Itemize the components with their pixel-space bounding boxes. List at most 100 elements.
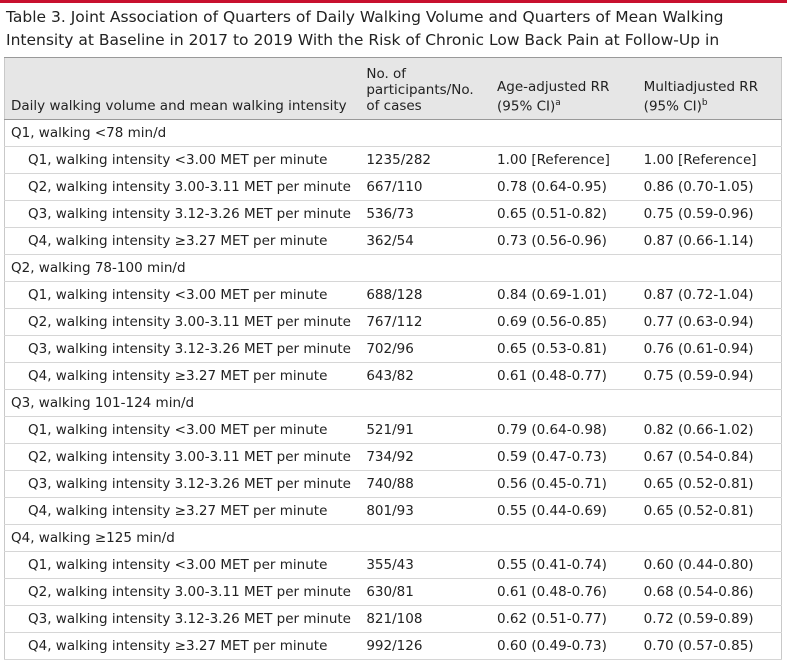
cell: 0.65 (0.52-0.81) bbox=[637, 470, 782, 498]
cell: 702/96 bbox=[360, 335, 492, 363]
cell: 1.00 [Reference] bbox=[637, 146, 782, 174]
results-table: Daily walking volume and mean walking in… bbox=[4, 57, 782, 660]
group-row: Q2, walking 78-100 min/d bbox=[4, 254, 782, 282]
cell: 1235/282 bbox=[360, 146, 492, 174]
row-label: Q2, walking intensity 3.00-3.11 MET per … bbox=[4, 173, 361, 201]
cell: 0.76 (0.61-0.94) bbox=[637, 335, 782, 363]
cell: 688/128 bbox=[360, 281, 492, 309]
column-label-text: Daily walking volume and mean walking in… bbox=[11, 98, 347, 114]
data-row: Q3, walking intensity 3.12-3.26 MET per … bbox=[4, 335, 782, 363]
data-row: Q4, walking intensity ≥3.27 MET per minu… bbox=[4, 497, 782, 525]
cell: 355/43 bbox=[360, 551, 492, 579]
cell: 821/108 bbox=[360, 605, 492, 633]
cell: 0.75 (0.59-0.96) bbox=[637, 200, 782, 228]
data-row: Q1, walking intensity <3.00 MET per minu… bbox=[4, 281, 782, 309]
row-label: Q4, walking intensity ≥3.27 MET per minu… bbox=[4, 227, 361, 255]
cell: 362/54 bbox=[360, 227, 492, 255]
cell: 0.61 (0.48-0.77) bbox=[491, 362, 638, 390]
data-row: Q2, walking intensity 3.00-3.11 MET per … bbox=[4, 308, 782, 336]
cell: 0.87 (0.72-1.04) bbox=[637, 281, 782, 309]
data-row: Q3, walking intensity 3.12-3.26 MET per … bbox=[4, 470, 782, 498]
row-label: Q4, walking intensity ≥3.27 MET per minu… bbox=[4, 632, 361, 660]
row-label: Q1, walking intensity <3.00 MET per minu… bbox=[4, 416, 361, 444]
header-row: Daily walking volume and mean walking in… bbox=[4, 57, 782, 120]
cell: 521/91 bbox=[360, 416, 492, 444]
data-row: Q4, walking intensity ≥3.27 MET per minu… bbox=[4, 632, 782, 660]
cell: 0.70 (0.57-0.85) bbox=[637, 632, 782, 660]
row-label: Q3, walking intensity 3.12-3.26 MET per … bbox=[4, 605, 361, 633]
cell: 0.79 (0.64-0.98) bbox=[491, 416, 638, 444]
cell: 630/81 bbox=[360, 578, 492, 606]
row-label: Q2, walking intensity 3.00-3.11 MET per … bbox=[4, 578, 361, 606]
cell: 0.87 (0.66-1.14) bbox=[637, 227, 782, 255]
cell: 0.75 (0.59-0.94) bbox=[637, 362, 782, 390]
cell: 0.59 (0.47-0.73) bbox=[491, 443, 638, 471]
group-label: Q3, walking 101-124 min/d bbox=[4, 389, 782, 417]
row-label: Q1, walking intensity <3.00 MET per minu… bbox=[4, 146, 361, 174]
cell: 0.61 (0.48-0.76) bbox=[491, 578, 638, 606]
row-label: Q3, walking intensity 3.12-3.26 MET per … bbox=[4, 335, 361, 363]
cell: 801/93 bbox=[360, 497, 492, 525]
column-header: Multiadjusted RR (95% CI)b bbox=[637, 57, 782, 120]
data-row: Q3, walking intensity 3.12-3.26 MET per … bbox=[4, 200, 782, 228]
cell: 0.65 (0.51-0.82) bbox=[491, 200, 638, 228]
data-row: Q1, walking intensity <3.00 MET per minu… bbox=[4, 416, 782, 444]
data-row: Q2, walking intensity 3.00-3.11 MET per … bbox=[4, 173, 782, 201]
cell: 0.56 (0.45-0.71) bbox=[491, 470, 638, 498]
cell: 0.77 (0.63-0.94) bbox=[637, 308, 782, 336]
group-label: Q2, walking 78-100 min/d bbox=[4, 254, 782, 282]
cell: 667/110 bbox=[360, 173, 492, 201]
data-row: Q2, walking intensity 3.00-3.11 MET per … bbox=[4, 578, 782, 606]
row-label: Q1, walking intensity <3.00 MET per minu… bbox=[4, 551, 361, 579]
cell: 767/112 bbox=[360, 308, 492, 336]
data-row: Q2, walking intensity 3.00-3.11 MET per … bbox=[4, 443, 782, 471]
cell: 0.55 (0.41-0.74) bbox=[491, 551, 638, 579]
row-label: Q4, walking intensity ≥3.27 MET per minu… bbox=[4, 497, 361, 525]
row-label: Q4, walking intensity ≥3.27 MET per minu… bbox=[4, 362, 361, 390]
group-label: Q1, walking <78 min/d bbox=[4, 119, 782, 147]
cell: 0.84 (0.69-1.01) bbox=[491, 281, 638, 309]
column-header: No. of participants/No. of cases bbox=[360, 57, 492, 120]
cell: 0.67 (0.54-0.84) bbox=[637, 443, 782, 471]
cell: 0.78 (0.64-0.95) bbox=[491, 173, 638, 201]
cell: 992/126 bbox=[360, 632, 492, 660]
data-row: Q1, walking intensity <3.00 MET per minu… bbox=[4, 551, 782, 579]
group-row: Q1, walking <78 min/d bbox=[4, 119, 782, 147]
column-label: Multiadjusted RR (95% CI)b bbox=[644, 79, 764, 115]
cell: 0.60 (0.44-0.80) bbox=[637, 551, 782, 579]
data-row: Q3, walking intensity 3.12-3.26 MET per … bbox=[4, 605, 782, 633]
cell: 0.86 (0.70-1.05) bbox=[637, 173, 782, 201]
data-row: Q4, walking intensity ≥3.27 MET per minu… bbox=[4, 227, 782, 255]
column-label: No. of participants/No. of cases bbox=[366, 66, 478, 114]
cell: 0.73 (0.56-0.96) bbox=[491, 227, 638, 255]
footnote-mark: a bbox=[555, 97, 561, 108]
cell: 0.82 (0.66-1.02) bbox=[637, 416, 782, 444]
group-row: Q4, walking ≥125 min/d bbox=[4, 524, 782, 552]
row-label: Q2, walking intensity 3.00-3.11 MET per … bbox=[4, 443, 361, 471]
data-row: Q1, walking intensity <3.00 MET per minu… bbox=[4, 146, 782, 174]
cell: 0.69 (0.56-0.85) bbox=[491, 308, 638, 336]
column-header: Age-adjusted RR (95% CI)a bbox=[491, 57, 638, 120]
cell: 643/82 bbox=[360, 362, 492, 390]
table-body: Q1, walking <78 min/d Q1, walking intensi… bbox=[4, 119, 782, 660]
cell: 0.72 (0.59-0.89) bbox=[637, 605, 782, 633]
row-label: Q2, walking intensity 3.00-3.11 MET per … bbox=[4, 308, 361, 336]
column-label: Daily walking volume and mean walking in… bbox=[11, 98, 354, 114]
data-row: Q4, walking intensity ≥3.27 MET per minu… bbox=[4, 362, 782, 390]
row-label: Q1, walking intensity <3.00 MET per minu… bbox=[4, 281, 361, 309]
group-row: Q3, walking 101-124 min/d bbox=[4, 389, 782, 417]
column-label-text: No. of participants/No. of cases bbox=[366, 66, 474, 114]
cell: 0.68 (0.54-0.86) bbox=[637, 578, 782, 606]
footnote-mark: b bbox=[701, 97, 708, 108]
row-label: Q3, walking intensity 3.12-3.26 MET per … bbox=[4, 200, 361, 228]
cell: 0.55 (0.44-0.69) bbox=[491, 497, 638, 525]
cell: 734/92 bbox=[360, 443, 492, 471]
column-header: Daily walking volume and mean walking in… bbox=[4, 57, 361, 120]
cell: 740/88 bbox=[360, 470, 492, 498]
cell: 536/73 bbox=[360, 200, 492, 228]
cell: 0.65 (0.53-0.81) bbox=[491, 335, 638, 363]
row-label: Q3, walking intensity 3.12-3.26 MET per … bbox=[4, 470, 361, 498]
column-label-text: Age-adjusted RR (95% CI) bbox=[497, 78, 610, 114]
cell: 0.65 (0.52-0.81) bbox=[637, 497, 782, 525]
